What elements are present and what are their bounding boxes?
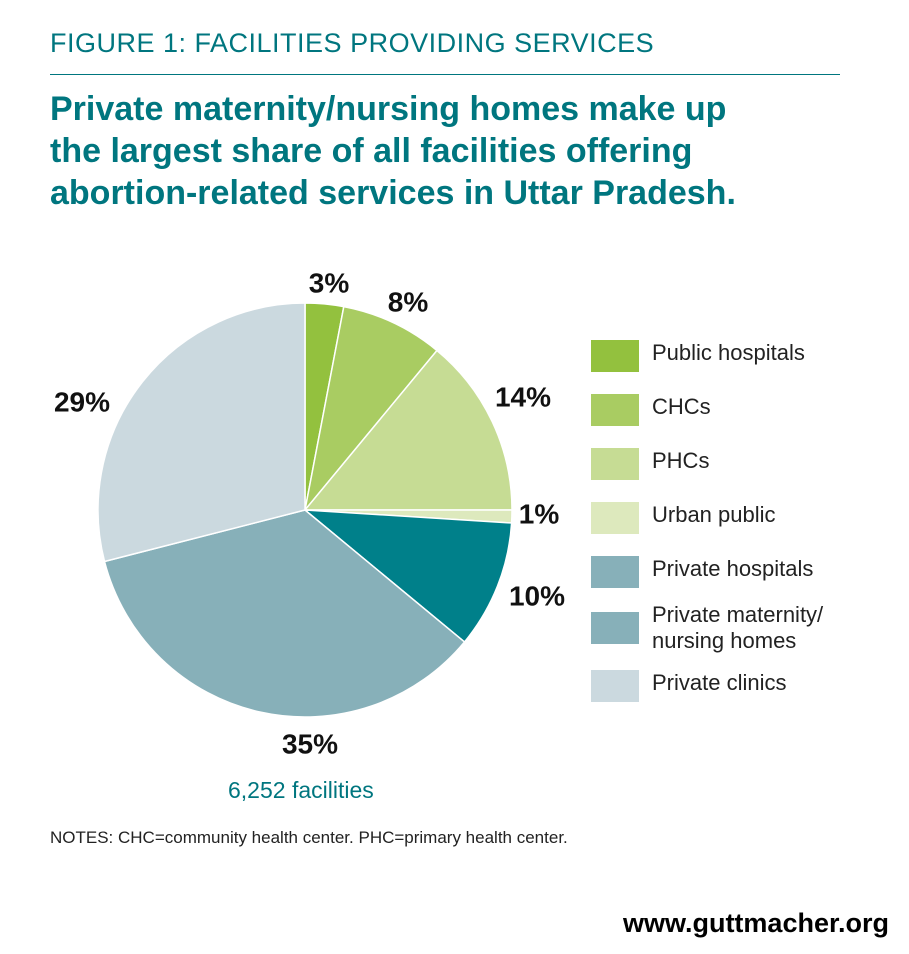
legend-label-private-maternity: Private maternity/ nursing homes: [652, 602, 824, 653]
legend-label-urban-public: Urban public: [652, 502, 776, 527]
figure-label: FIGURE 1: FACILITIES PROVIDING SERVICES: [50, 28, 655, 58]
legend-item-public-hospitals: Public hospitals: [591, 340, 805, 372]
headline-line-2: the largest share of all facilities offe…: [50, 132, 693, 170]
pie-label-urban-public: 1%: [519, 498, 560, 529]
pie-label-chcs: 8%: [388, 286, 429, 317]
headline-line-1: Private maternity/nursing homes make up: [50, 90, 727, 128]
legend-label-private-clinics: Private clinics: [652, 670, 787, 695]
pie-slices: [97, 302, 513, 718]
legend-swatch-private-maternity: [591, 612, 639, 644]
legend-swatch-urban-public: [591, 502, 639, 534]
headline-line-3: abortion-related services in Uttar Prade…: [50, 174, 736, 212]
legend-swatch-public-hospitals: [591, 340, 639, 372]
chart-notes: NOTES: CHC=community health center. PHC=…: [50, 828, 568, 847]
pie-slice-phcs: [303, 349, 513, 511]
legend-item-private-maternity: Private maternity/ nursing homes: [591, 602, 882, 654]
legend-swatch-private-clinics: [591, 670, 639, 702]
pie-label-private-maternity: 35%: [282, 728, 338, 759]
pie-label-private-hospitals: 10%: [509, 580, 565, 611]
pie-label-phcs: 14%: [495, 381, 551, 412]
pie-slice-private-hospitals: [302, 509, 513, 644]
pie-slice-private-maternity: [103, 509, 466, 718]
title-divider: [50, 74, 840, 75]
legend-item-private-clinics: Private clinics: [591, 670, 786, 702]
pie-slice-chcs: [304, 305, 439, 511]
source-url: www.guttmacher.org: [622, 908, 889, 938]
pie-slice-private-clinics: [97, 302, 306, 563]
legend-label-private-hospitals: Private hospitals: [652, 556, 814, 581]
legend-item-chcs: CHCs: [591, 394, 711, 426]
pie-label-public-hospitals: 3%: [309, 267, 350, 298]
legend-item-urban-public: Urban public: [591, 502, 776, 534]
legend-swatch-chcs: [591, 394, 639, 426]
pie-value-labels: 3% 8% 14% 1% 10% 35% 29%: [54, 267, 565, 759]
legend-item-phcs: PHCs: [591, 448, 709, 480]
legend-label-phcs: PHCs: [652, 448, 710, 473]
chart-headline: Private maternity/nursing homes make up …: [50, 88, 850, 214]
pie-label-private-clinics: 29%: [54, 386, 110, 417]
legend-label-public-hospitals: Public hospitals: [652, 340, 805, 365]
legend-swatch-private-hospitals: [591, 556, 639, 588]
total-facilities-label: 6,252 facilities: [228, 777, 374, 803]
legend-label-chcs: CHCs: [652, 394, 711, 419]
legend-swatch-phcs: [591, 448, 639, 480]
legend-item-private-hospitals: Private hospitals: [591, 556, 813, 588]
